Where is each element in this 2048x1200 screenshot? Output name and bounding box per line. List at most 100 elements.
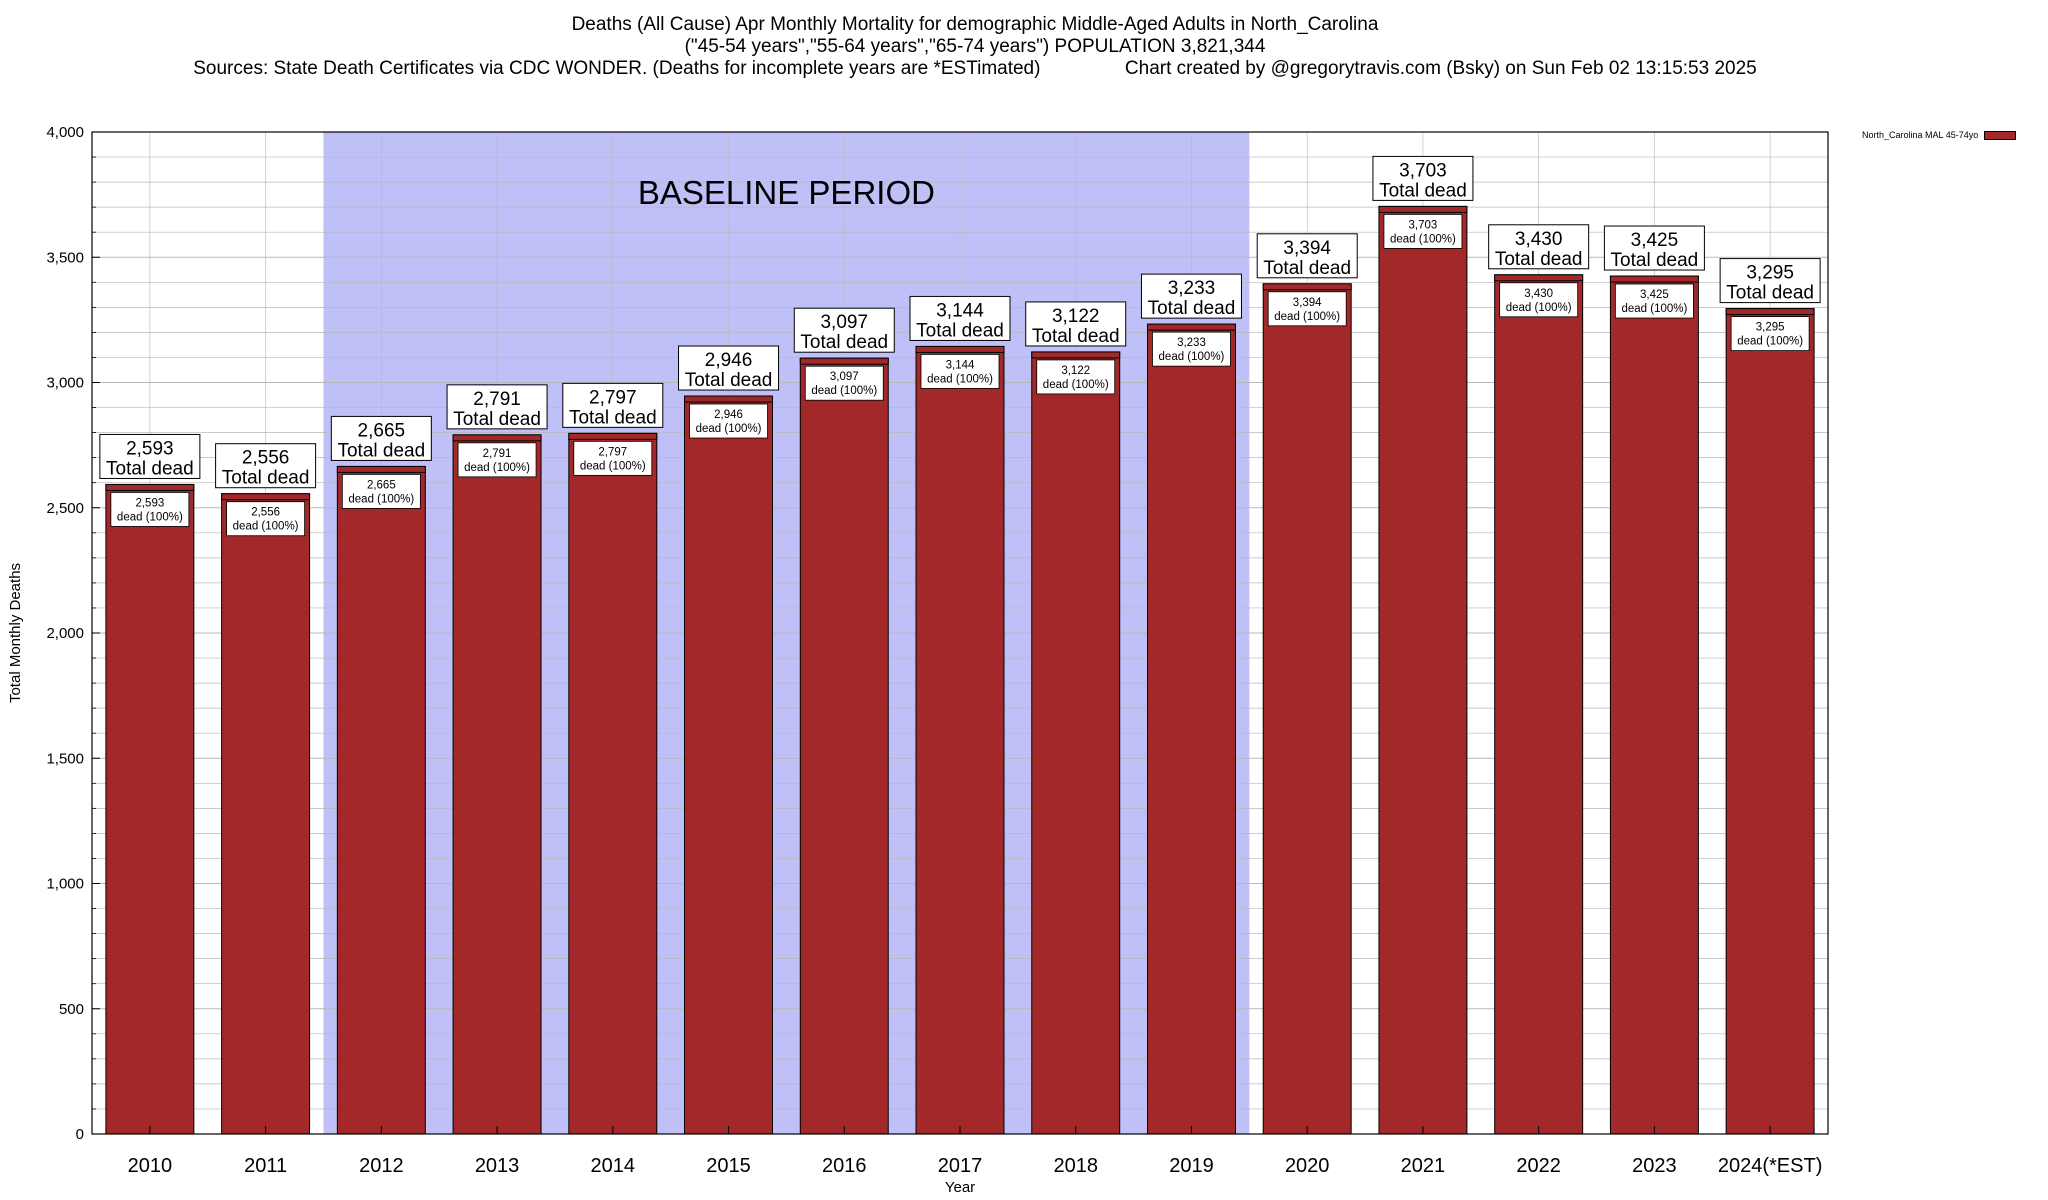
top-total-label: Total dead (453, 409, 541, 430)
inner-label-box (573, 440, 653, 476)
top-label-box (1025, 301, 1127, 347)
top-value-label: 3,430 (1515, 229, 1563, 250)
top-label-box (678, 345, 780, 391)
bar-cap (915, 345, 1005, 353)
top-total-label: Total dead (916, 320, 1004, 341)
bar-cap (684, 395, 774, 403)
top-label-box (1603, 225, 1705, 271)
x-tick-label: 2012 (359, 1155, 404, 1177)
bar (684, 395, 774, 1135)
top-total-label: Total dead (1379, 180, 1467, 201)
top-total-label: Total dead (337, 440, 425, 461)
x-tick-label: 2019 (1169, 1155, 1214, 1177)
top-label-box (793, 307, 895, 353)
x-tick-label: 2021 (1401, 1155, 1446, 1177)
top-total-label: Total dead (1726, 283, 1814, 304)
bar (221, 493, 311, 1135)
top-label-box (1372, 155, 1474, 201)
top-value-label: 3,703 (1399, 160, 1447, 181)
bar (799, 357, 889, 1135)
bar-cap (105, 483, 195, 491)
inner-percent-label: dead (100%) (927, 373, 993, 385)
inner-percent-label: dead (100%) (464, 462, 530, 474)
inner-value-label: 3,233 (1177, 337, 1206, 349)
top-label-box (330, 415, 432, 461)
inner-label-box (1730, 316, 1810, 352)
inner-label-box (689, 403, 768, 439)
top-value-label: 2,593 (126, 438, 174, 459)
inner-value-label: 2,556 (251, 507, 280, 519)
legend-label: North_Carolina MAL 45-74yo (1862, 130, 1979, 140)
top-label-box (1719, 258, 1821, 304)
inner-label-box (1615, 283, 1694, 319)
top-value-label: 3,425 (1631, 230, 1679, 251)
inner-percent-label: dead (100%) (1737, 336, 1803, 348)
top-value-label: 2,556 (242, 448, 290, 469)
top-label-box (1140, 273, 1242, 319)
top-total-label: Total dead (1032, 326, 1120, 347)
bar-cap (452, 434, 542, 442)
inner-value-label: 3,430 (1524, 288, 1553, 300)
inner-label-box (1152, 331, 1231, 367)
baseline-period-label: BASELINE PERIOD (638, 174, 935, 211)
x-tick-label: 2015 (706, 1155, 751, 1177)
bar-cap (1609, 275, 1699, 283)
top-label-box (909, 295, 1011, 341)
inner-label-box (1499, 282, 1579, 318)
chart-subtitle: ("45-54 years","55-64 years","65-74 year… (684, 36, 1266, 57)
top-value-label: 2,797 (589, 387, 637, 408)
top-value-label: 2,665 (358, 420, 406, 441)
top-value-label: 3,144 (936, 300, 984, 321)
top-value-label: 3,122 (1052, 306, 1100, 327)
x-tick-label: 2011 (244, 1155, 287, 1177)
top-total-label: Total dead (800, 332, 888, 353)
inner-percent-label: dead (100%) (348, 493, 414, 505)
x-tick-label: 2010 (128, 1155, 173, 1177)
top-total-label: Total dead (1148, 298, 1236, 319)
bar (452, 434, 542, 1135)
inner-percent-label: dead (100%) (1043, 379, 1109, 391)
inner-label-box (226, 501, 306, 537)
legend-swatch (1984, 130, 2017, 140)
inner-label-box (920, 354, 1000, 389)
bar (568, 432, 658, 1135)
inner-label-box (110, 492, 190, 527)
bar-cap (1262, 283, 1352, 291)
x-tick-label: 2016 (822, 1155, 867, 1177)
x-tick-label: 2024(*EST) (1718, 1155, 1823, 1177)
x-tick-label: 2017 (938, 1155, 983, 1177)
inner-percent-label: dead (100%) (1390, 233, 1456, 245)
inner-percent-label: dead (100%) (117, 511, 183, 523)
inner-percent-label: dead (100%) (1621, 303, 1687, 315)
inner-percent-label: dead (100%) (811, 385, 877, 397)
inner-value-label: 2,791 (483, 448, 512, 460)
y-tick-label: 500 (59, 1001, 84, 1018)
y-tick-label: 1,500 (46, 750, 84, 767)
bar (1031, 351, 1121, 1135)
bar (1378, 205, 1468, 1135)
top-value-label: 2,791 (473, 389, 521, 410)
top-value-label: 3,233 (1168, 278, 1216, 299)
y-tick-label: 2,500 (46, 500, 84, 517)
inner-label-box (1267, 291, 1347, 327)
y-tick-label: 3,500 (46, 249, 84, 266)
bar-cap (1146, 323, 1236, 331)
inner-value-label: 3,703 (1409, 219, 1438, 231)
y-tick-label: 3,000 (46, 375, 84, 392)
top-value-label: 2,946 (705, 350, 753, 371)
inner-percent-label: dead (100%) (1274, 311, 1340, 323)
bar (105, 483, 195, 1135)
top-label-box (1488, 224, 1590, 270)
chart-sources: Sources: State Death Certificates via CD… (193, 58, 1757, 79)
inner-percent-label: dead (100%) (580, 460, 646, 472)
inner-value-label: 3,295 (1756, 322, 1785, 334)
x-tick-label: 2020 (1285, 1155, 1330, 1177)
top-total-label: Total dead (106, 458, 194, 479)
bar-cap (1031, 351, 1121, 359)
bar (1494, 274, 1584, 1135)
inner-label-box (1036, 359, 1116, 395)
bar (1262, 283, 1352, 1135)
inner-value-label: 3,122 (1061, 365, 1090, 377)
inner-value-label: 3,425 (1640, 289, 1669, 301)
